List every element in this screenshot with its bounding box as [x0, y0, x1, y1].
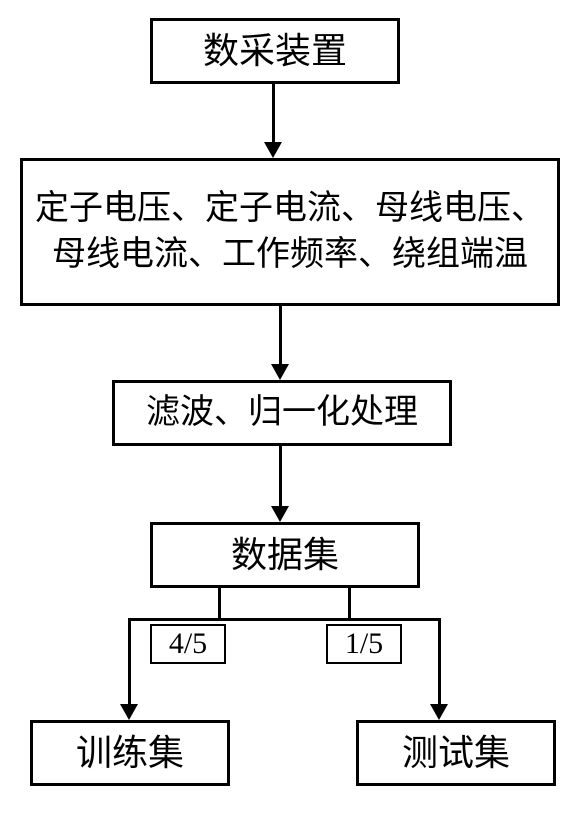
arrow-head-icon — [271, 506, 289, 522]
split-label-right: 1/5 — [326, 624, 402, 664]
node-label: 数据集 — [231, 531, 339, 580]
node-label: 数采装置 — [203, 27, 347, 76]
edge-line — [438, 618, 441, 704]
split-ratio-label: 1/5 — [345, 627, 383, 661]
edge-line — [218, 588, 221, 620]
arrow-head-icon — [430, 704, 448, 720]
split-label-left: 4/5 — [150, 624, 226, 664]
node-signals: 定子电压、定子电流、母线电压、母线电流、工作频率、绕组端温 — [20, 158, 560, 306]
edge-line — [279, 306, 282, 364]
arrow-head-icon — [264, 142, 282, 158]
arrow-head-icon — [271, 364, 289, 380]
edge-line — [348, 588, 351, 620]
node-train-set: 训练集 — [30, 720, 230, 786]
node-label: 滤波、归一化处理 — [146, 390, 418, 436]
edge-line — [128, 618, 131, 704]
node-label: 训练集 — [76, 729, 184, 778]
node-label: 定子电压、定子电流、母线电压、母线电流、工作频率、绕组端温 — [33, 186, 547, 278]
edge-line — [279, 446, 282, 506]
node-dataset: 数据集 — [150, 522, 420, 588]
node-test-set: 测试集 — [356, 720, 556, 786]
node-label: 测试集 — [402, 729, 510, 778]
node-filter-normalize: 滤波、归一化处理 — [112, 380, 452, 446]
node-data-acquisition: 数采装置 — [150, 18, 400, 84]
split-ratio-label: 4/5 — [169, 627, 207, 661]
edge-line — [272, 84, 275, 142]
arrow-head-icon — [120, 704, 138, 720]
edge-line — [128, 618, 440, 621]
